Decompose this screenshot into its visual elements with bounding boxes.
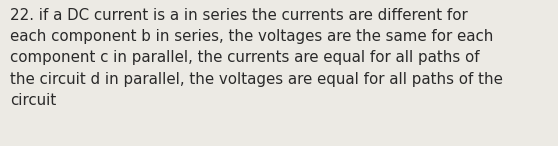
Text: 22. if a DC current is a in series the currents are different for
each component: 22. if a DC current is a in series the c… (10, 8, 503, 108)
